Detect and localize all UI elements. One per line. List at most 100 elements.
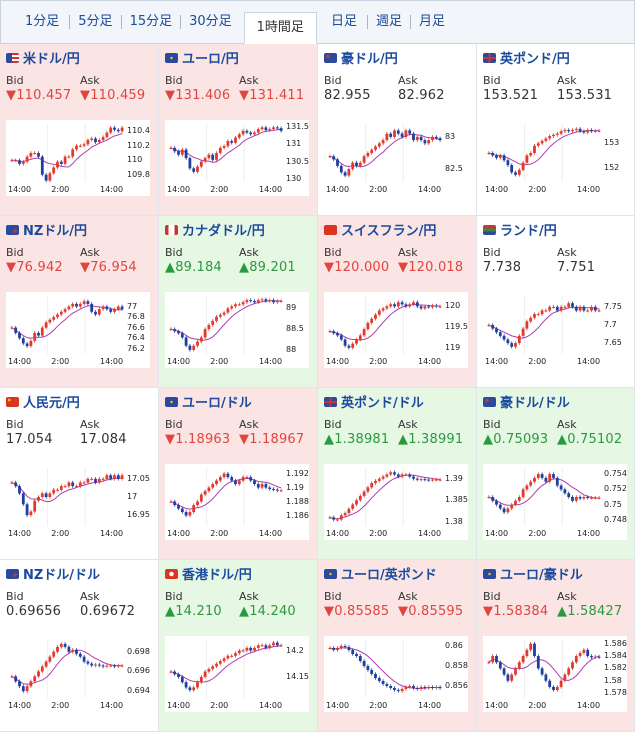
price-chart[interactable]: 14.2 14.15 14:00 2:00 14:00 — [165, 636, 309, 712]
pair-name[interactable]: NZドル/円 — [23, 224, 88, 239]
bid-label: Bid — [324, 246, 342, 259]
candle-body — [253, 300, 256, 303]
pair-title[interactable]: 英ポンド/ドル — [324, 392, 424, 411]
candle-body — [48, 319, 52, 323]
pair-title[interactable]: 香港ドル/円 — [165, 564, 252, 583]
candle-body — [385, 133, 389, 141]
price-chart[interactable]: 0.86 0.858 0.856 14:00 2:00 14:00 — [324, 636, 468, 712]
price-chart[interactable]: 0.754 0.752 0.75 0.748 14:00 2:00 14:00 — [483, 464, 627, 540]
price-chart[interactable]: 153 152 14:00 2:00 14:00 — [483, 120, 627, 196]
rate-card[interactable]: ユーロ/英ポンド Bid Ask ▼0.85585 ▼0.85595 0.86 0.858 0… — [318, 560, 477, 732]
candle-body — [332, 517, 336, 520]
tab-7[interactable]: 週足 — [366, 15, 410, 29]
x-tick-label: 14:00 — [418, 185, 442, 194]
rate-card[interactable]: NZドル/円 Bid Ask ▼76.942 ▼76.954 77 76.8 76.6 76.4… — [0, 216, 159, 388]
price-chart[interactable]: 1.586 1.584 1.582 1.58 1.578 14:00 2:00 14:00 — [483, 636, 627, 712]
pair-title[interactable]: NZドル/ドル — [6, 564, 100, 583]
pair-name[interactable]: 香港ドル/円 — [182, 568, 252, 583]
pair-title[interactable]: カナダドル/円 — [165, 220, 265, 239]
candle-body — [487, 662, 491, 664]
pair-title[interactable]: スイスフラン/円 — [324, 220, 436, 239]
pair-title[interactable]: ランド/円 — [483, 220, 557, 239]
pair-title[interactable]: 人民元/円 — [6, 392, 80, 411]
rate-card[interactable]: ユーロ/ドル Bid Ask ▼1.18963 ▼1.18967 1.192 1.19 1.1… — [159, 388, 318, 560]
candle-body — [415, 136, 419, 141]
pair-name[interactable]: 米ドル/円 — [23, 52, 80, 67]
rate-card[interactable]: ランド/円 Bid Ask 7.738 7.751 7.75 7.7 7.65 14:00 2:0… — [477, 216, 635, 388]
chart-svg — [487, 124, 601, 182]
pair-title[interactable]: NZドル/円 — [6, 220, 87, 239]
rate-card[interactable]: NZドル/ドル Bid Ask 0.69656 0.69672 0.698 0.696 0.6… — [0, 560, 159, 732]
price-chart[interactable]: 0.698 0.696 0.694 14:00 2:00 14:00 — [6, 636, 150, 712]
candle-body — [351, 343, 355, 348]
pair-title[interactable]: 米ドル/円 — [6, 48, 80, 67]
candle-body — [381, 308, 385, 311]
pair-title[interactable]: ユーロ/英ポンド — [324, 564, 437, 583]
rate-card[interactable]: 英ポンド/ドル Bid Ask ▲1.38981 ▲1.38991 1.39 1.385 1.… — [318, 388, 477, 560]
price-chart[interactable]: 120 119.5 119 14:00 2:00 14:00 — [324, 292, 468, 368]
tab-8[interactable]: 月足 — [409, 15, 453, 29]
pair-title[interactable]: ユーロ/円 — [165, 48, 239, 67]
candle-body — [109, 475, 113, 479]
rate-card[interactable]: 英ポンド/円 Bid Ask 153.521 153.531 153 152 14:00 2:0… — [477, 44, 635, 216]
pair-name[interactable]: 豪ドル/円 — [341, 52, 398, 67]
candle-body — [574, 128, 578, 131]
candle-body — [71, 303, 75, 307]
pair-name[interactable]: ランド/円 — [500, 224, 557, 239]
ask-value: 82.962 — [398, 88, 445, 103]
rate-card[interactable]: ユーロ/豪ドル Bid Ask ▼1.58384 ▲1.58427 1.586 1.584 1… — [477, 560, 635, 732]
price-chart[interactable]: 17.05 17 16.95 14:00 2:00 14:00 — [6, 464, 150, 540]
tab-4[interactable]: 30分足 — [180, 15, 240, 29]
tab-1[interactable]: 1分足 — [25, 14, 60, 29]
pair-name[interactable]: ユーロ/豪ドル — [500, 568, 583, 583]
candle-body — [279, 645, 283, 647]
pair-name[interactable]: スイスフラン/円 — [341, 224, 437, 239]
tab-6[interactable]: 日足 — [330, 14, 357, 29]
rate-card[interactable]: ユーロ/円 Bid Ask ▼131.406 ▼131.411 131.5 131 130.5… — [159, 44, 318, 216]
candle-body — [498, 332, 502, 336]
price-chart[interactable]: 1.192 1.19 1.188 1.186 14:00 2:00 14:00 — [165, 464, 309, 540]
pair-title[interactable]: ユーロ/豪ドル — [483, 564, 583, 583]
pair-name[interactable]: カナダドル/円 — [182, 224, 265, 239]
pair-title[interactable]: 豪ドル/円 — [324, 48, 398, 67]
rate-card[interactable]: カナダドル/円 Bid Ask ▲89.184 ▲89.201 89 88.5 88 14:00… — [159, 216, 318, 388]
candle-body — [249, 300, 253, 302]
rate-card[interactable]: 豪ドル/円 Bid Ask 82.955 82.962 83 82.5 14:00 2:00 14… — [318, 44, 477, 216]
price-chart[interactable]: 7.75 7.7 7.65 14:00 2:00 14:00 — [483, 292, 627, 368]
candle-body — [180, 508, 184, 513]
pair-title[interactable]: 英ポンド/円 — [483, 48, 570, 67]
rate-card[interactable]: スイスフラン/円 Bid Ask ▼120.000 ▼120.018 120 119.5 11… — [318, 216, 477, 388]
candle-body — [10, 160, 14, 162]
pair-title[interactable]: 豪ドル/ドル — [483, 392, 570, 411]
price-chart[interactable]: 77 76.8 76.6 76.4 76.2 14:00 2:00 14:00 — [6, 292, 150, 368]
pair-name[interactable]: 英ポンド/円 — [500, 52, 570, 67]
pair-name[interactable]: ユーロ/ドル — [182, 396, 252, 411]
rate-card[interactable]: 人民元/円 Bid Ask 17.054 17.084 17.05 17 16.95 14:00… — [0, 388, 159, 560]
candle-body — [207, 669, 211, 672]
price-chart[interactable]: 131.5 131 130.5 130 14:00 2:00 14:00 — [165, 120, 309, 196]
pair-name[interactable]: 豪ドル/ドル — [500, 396, 570, 411]
tab-3[interactable]: 15分足 — [120, 15, 181, 29]
candle-body — [396, 302, 400, 307]
tab-2[interactable]: 5分足 — [69, 15, 120, 29]
rate-card[interactable]: 香港ドル/円 Bid Ask ▲14.210 ▲14.240 14.2 14.15 14:00… — [159, 560, 318, 732]
candle-body — [408, 686, 412, 687]
price-chart[interactable]: 1.39 1.385 1.38 14:00 2:00 14:00 — [324, 464, 468, 540]
rate-card[interactable]: 米ドル/円 Bid Ask ▼110.457 ▼110.459 110.4 110.2 110… — [0, 44, 159, 216]
pair-name[interactable]: ユーロ/円 — [182, 52, 239, 67]
candle-body — [529, 643, 533, 650]
price-chart[interactable]: 110.4 110.2 110 109.8 14:00 2:00 14:00 — [6, 120, 150, 196]
x-tick-label: 2:00 — [210, 185, 229, 194]
price-chart[interactable]: 83 82.5 14:00 2:00 14:00 — [324, 120, 468, 196]
moving-average-line — [488, 655, 600, 681]
candle-body — [78, 482, 82, 487]
pair-title[interactable]: ユーロ/ドル — [165, 392, 252, 411]
pair-name[interactable]: 人民元/円 — [23, 396, 80, 411]
pair-name[interactable]: ユーロ/英ポンド — [341, 568, 437, 583]
price-chart[interactable]: 89 88.5 88 14:00 2:00 14:00 — [165, 292, 309, 368]
tab-5[interactable]: 1時間足 — [243, 12, 317, 44]
pair-name[interactable]: NZドル/ドル — [23, 568, 101, 583]
candle-body — [94, 311, 97, 315]
rate-card[interactable]: 豪ドル/ドル Bid Ask ▲0.75093 ▲0.75102 0.754 0.752 0.… — [477, 388, 635, 560]
pair-name[interactable]: 英ポンド/ドル — [341, 396, 424, 411]
